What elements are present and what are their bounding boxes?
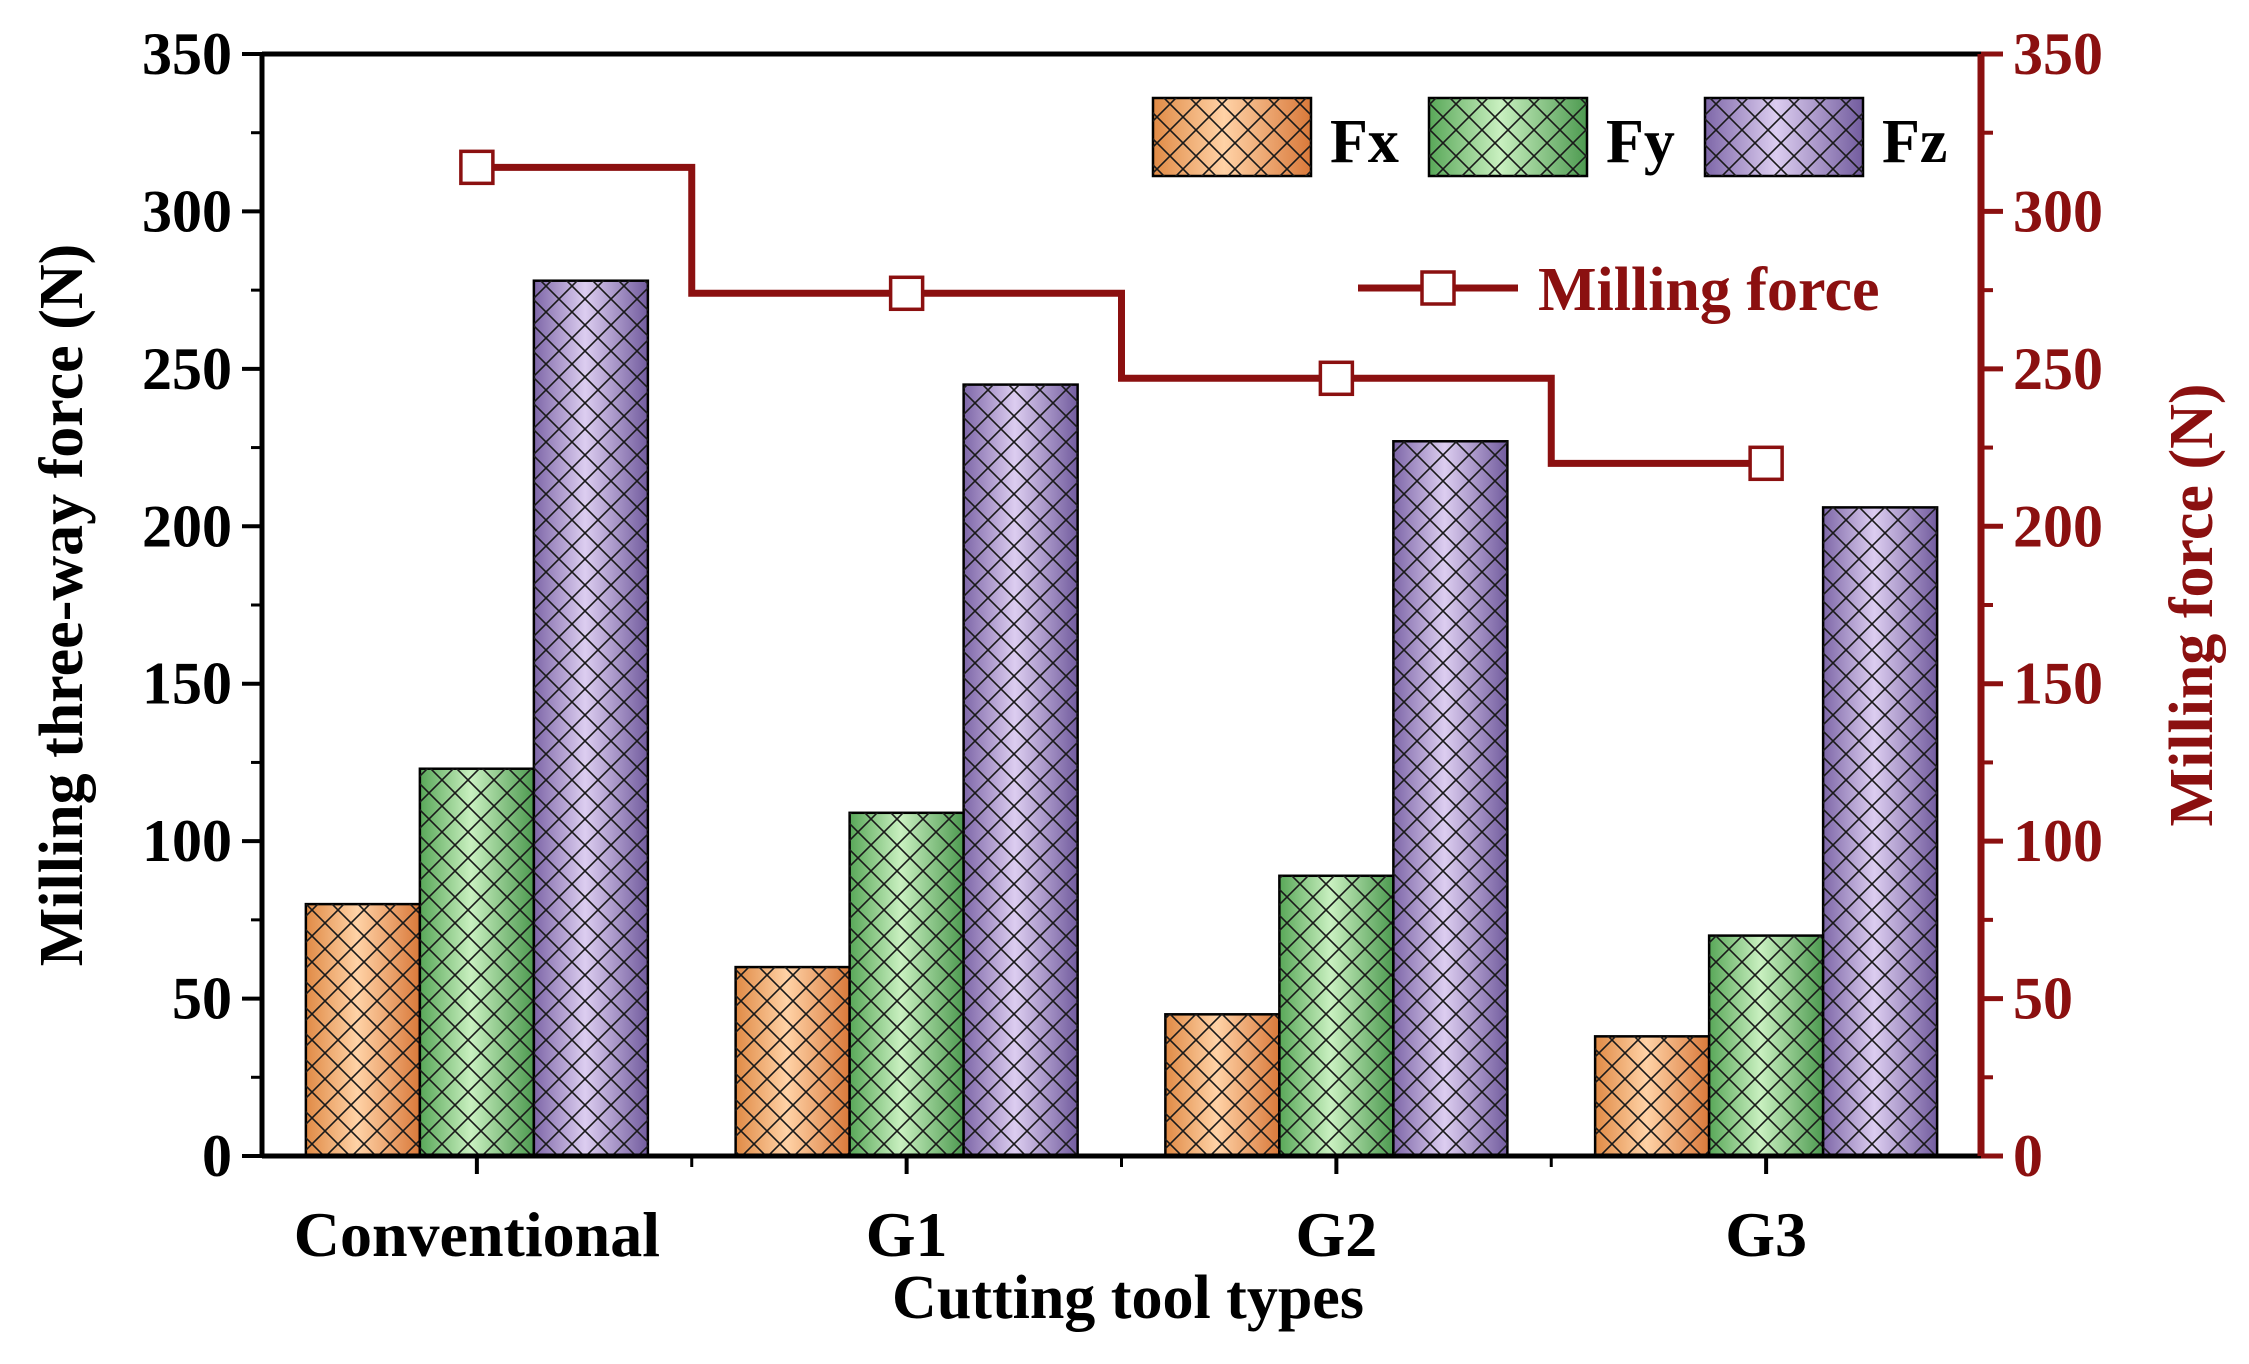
y-axis-title: Milling three-way force (N) bbox=[28, 244, 96, 967]
y2-tick-label-300: 300 bbox=[2013, 178, 2103, 244]
ticks: 0 0 50 50 100 100 150 150 200 200 250 250 300 300 350 3… bbox=[142, 21, 2103, 1270]
bar-fy-g3-hatch bbox=[1709, 935, 1824, 1156]
y2-tick-label-350: 350 bbox=[2013, 21, 2103, 87]
bar-fx-g1-hatch bbox=[735, 967, 850, 1156]
bar-fx-conventional-hatch bbox=[305, 904, 420, 1156]
bar-fz-g1-hatch bbox=[963, 384, 1078, 1157]
y2-tick-label-150: 150 bbox=[2013, 651, 2103, 717]
milling-force-marker-g1 bbox=[888, 275, 925, 312]
bar-fz-g2-hatch bbox=[1393, 441, 1508, 1156]
y-tick-label-350: 350 bbox=[142, 21, 232, 87]
y-tick-label-250: 250 bbox=[142, 336, 232, 402]
x-tick-label-g3: G3 bbox=[1725, 1199, 1807, 1270]
milling-force-series bbox=[459, 149, 1784, 482]
y-tick-label-300: 300 bbox=[142, 178, 232, 244]
legend-label-fx: Fx bbox=[1330, 108, 1399, 176]
bar-fx-g3-hatch bbox=[1595, 1036, 1710, 1156]
legend-swatch-fz-hatch bbox=[1705, 98, 1863, 176]
milling-force-line bbox=[476, 163, 1767, 467]
milling-force-marker-g2 bbox=[1318, 360, 1355, 397]
y2-tick-label-0: 0 bbox=[2013, 1123, 2043, 1189]
bar-fz-conventional-hatch bbox=[533, 280, 648, 1156]
y-tick-label-100: 100 bbox=[142, 808, 232, 874]
bar-fy-g2-hatch bbox=[1279, 875, 1394, 1156]
legend-swatch-fx-hatch bbox=[1153, 98, 1311, 176]
bars-group bbox=[304, 279, 1939, 1158]
y2-tick-label-200: 200 bbox=[2013, 493, 2103, 559]
legend-marker-milling-force bbox=[1420, 270, 1456, 306]
legend: Fx Fy Fz Milling force bbox=[1151, 96, 1947, 324]
x-tick-label-g1: G1 bbox=[866, 1199, 948, 1270]
y2-tick-label-50: 50 bbox=[2013, 966, 2073, 1032]
legend-swatch-fy-hatch bbox=[1429, 98, 1587, 176]
y-tick-label-150: 150 bbox=[142, 651, 232, 717]
y-tick-label-50: 50 bbox=[172, 966, 232, 1032]
x-axis-title: Cutting tool types bbox=[892, 1264, 1364, 1332]
bar-fz-g3-hatch bbox=[1823, 507, 1938, 1156]
x-tick-label-g2: G2 bbox=[1295, 1199, 1377, 1270]
milling-force-marker-g3 bbox=[1748, 445, 1784, 482]
legend-label-fy: Fy bbox=[1606, 108, 1675, 176]
bar-fy-g1-hatch bbox=[849, 812, 964, 1156]
y-tick-label-0: 0 bbox=[202, 1123, 232, 1189]
x-tick-label-conventional: Conventional bbox=[294, 1199, 660, 1270]
milling-force-marker-conventional bbox=[459, 149, 495, 186]
y2-tick-label-250: 250 bbox=[2013, 336, 2103, 402]
bar-fy-conventional-hatch bbox=[419, 768, 534, 1156]
bar-fx-g2-hatch bbox=[1165, 1014, 1280, 1156]
y-tick-label-200: 200 bbox=[142, 493, 232, 559]
legend-label-milling-force: Milling force bbox=[1538, 256, 1879, 324]
y2-tick-label-100: 100 bbox=[2013, 808, 2103, 874]
legend-label-fz: Fz bbox=[1882, 108, 1947, 176]
y2-axis-title: Milling force (N) bbox=[2158, 383, 2226, 826]
